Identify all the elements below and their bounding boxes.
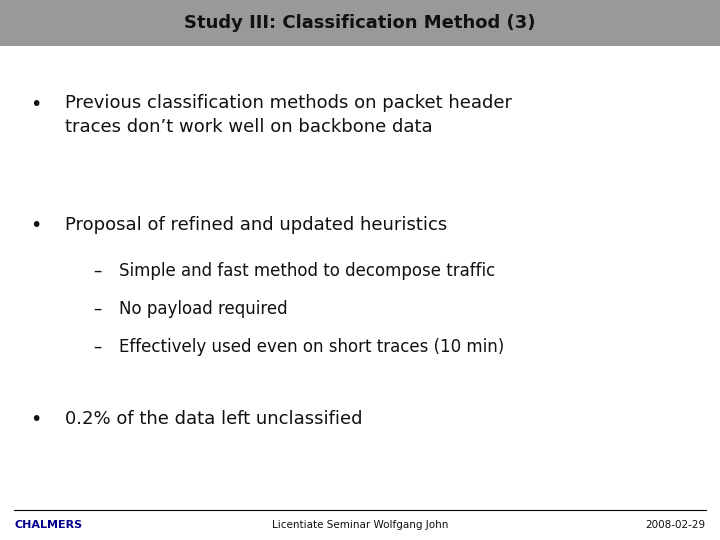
Text: No payload required: No payload required [119,300,287,318]
Text: CHALMERS: CHALMERS [14,520,83,530]
Text: Licentiate Seminar Wolfgang John: Licentiate Seminar Wolfgang John [272,520,448,530]
Text: Effectively used even on short traces (10 min): Effectively used even on short traces (1… [119,338,504,355]
Text: Previous classification methods on packet header
traces don’t work well on backb: Previous classification methods on packe… [65,94,512,136]
Text: –: – [93,262,102,280]
Text: 0.2% of the data left unclassified: 0.2% of the data left unclassified [65,410,362,428]
Text: Study III: Classification Method (3): Study III: Classification Method (3) [184,14,536,32]
Bar [0,0,720,46]
Text: •: • [30,410,42,429]
Text: 2008-02-29: 2008-02-29 [645,520,706,530]
Text: Simple and fast method to decompose traffic: Simple and fast method to decompose traf… [119,262,495,280]
Text: –: – [93,338,102,355]
Text: –: – [93,300,102,318]
Text: •: • [30,216,42,235]
Text: •: • [30,94,42,113]
Text: Proposal of refined and updated heuristics: Proposal of refined and updated heuristi… [65,216,447,234]
